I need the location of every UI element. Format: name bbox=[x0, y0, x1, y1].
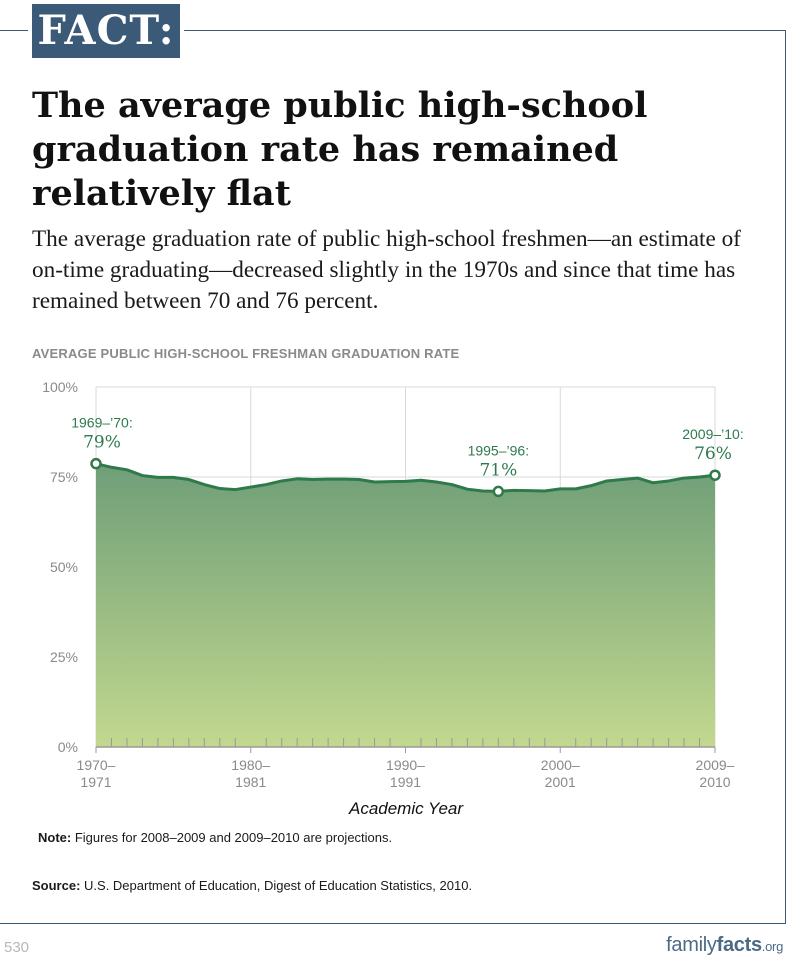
chart-frame bbox=[0, 30, 786, 924]
source-label: Source: bbox=[32, 878, 81, 893]
source-text: U.S. Department of Education, Digest of … bbox=[80, 878, 473, 893]
x-tick-label: 2009– bbox=[696, 757, 735, 773]
brand-tld: .org bbox=[761, 939, 784, 954]
data-point-marker bbox=[90, 457, 102, 470]
annotation-value: 76% bbox=[694, 444, 732, 464]
x-tick-label: 1980– bbox=[231, 757, 270, 773]
subtitle: The average graduation rate of public hi… bbox=[32, 226, 741, 314]
note-label: Note: bbox=[38, 830, 72, 845]
source: Source: U.S. Department of Education, Di… bbox=[32, 878, 472, 893]
note-text: Figures for 2008–2009 and 2009–2010 are … bbox=[71, 830, 393, 845]
series-line bbox=[94, 462, 717, 493]
data-point-marker bbox=[709, 469, 721, 481]
x-axis-label: Academic Year bbox=[348, 799, 464, 818]
note: Note: Figures for 2008–2009 and 2009–201… bbox=[38, 830, 392, 845]
y-tick-label: 75% bbox=[50, 469, 78, 485]
fact-badge-label: FACT: bbox=[32, 4, 180, 58]
x-tick-label: 2010 bbox=[699, 774, 730, 790]
annotation-label: 1969–’70: bbox=[71, 415, 133, 431]
annotation-value: 71% bbox=[479, 460, 517, 480]
page-number: 530 bbox=[4, 939, 30, 956]
headline: The average public high-school graduatio… bbox=[32, 85, 648, 214]
brand-part1: family bbox=[666, 934, 717, 956]
fact-badge: FACT: bbox=[28, 0, 184, 62]
brand-part2: facts bbox=[716, 934, 763, 956]
area-fill bbox=[96, 463, 715, 747]
y-tick-label: 50% bbox=[50, 559, 78, 575]
annotation-label: 1995–’96: bbox=[468, 442, 530, 458]
brand-logo[interactable]: familyfacts.org bbox=[666, 934, 783, 957]
x-tick-label: 1991 bbox=[390, 774, 421, 790]
y-tick-label: 100% bbox=[42, 379, 78, 395]
chart-title: AVERAGE PUBLIC HIGH-SCHOOL FRESHMAN GRAD… bbox=[32, 346, 460, 361]
annotation-label: 2009–’10: bbox=[682, 426, 744, 442]
x-tick-label: 2001 bbox=[545, 774, 576, 790]
chart: 0%25%50%75%100%1970–19711980–19811990–19… bbox=[42, 379, 744, 818]
x-tick-label: 1990– bbox=[386, 757, 425, 773]
y-tick-label: 25% bbox=[50, 649, 78, 665]
data-point-marker bbox=[492, 485, 505, 498]
annotation-value: 79% bbox=[83, 433, 121, 453]
x-tick-label: 2000– bbox=[541, 757, 580, 773]
x-tick-label: 1970– bbox=[77, 757, 116, 773]
y-tick-label: 0% bbox=[58, 739, 78, 755]
x-tick-label: 1971 bbox=[80, 774, 111, 790]
x-tick-label: 1981 bbox=[235, 774, 266, 790]
